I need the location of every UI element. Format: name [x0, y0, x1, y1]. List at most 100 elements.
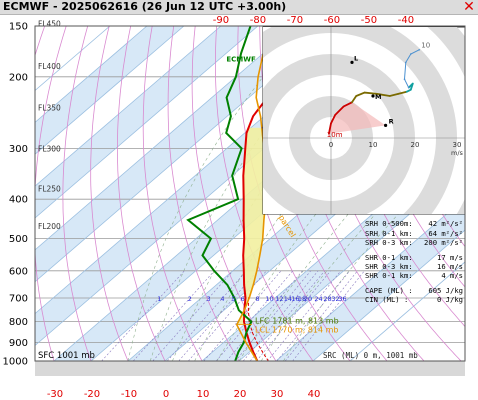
temperature-tick-top: -60: [324, 15, 340, 26]
pressure-tick-label: 300: [9, 144, 28, 155]
index-value: 200 m²/s²: [424, 238, 463, 247]
temperature-tick-bottom: 40: [308, 389, 321, 400]
mixing-ratio-line: [292, 270, 365, 361]
mixing-ratio-label: 12: [275, 295, 283, 303]
index-label: SRH 0-1 km:: [365, 229, 413, 238]
mixing-ratio-label: 10: [265, 295, 273, 303]
series-point: [242, 254, 244, 256]
hodograph-point: [403, 78, 406, 80]
hodograph-point: [389, 95, 391, 97]
series-point: [237, 198, 239, 200]
temperature-tick-top: -80: [250, 15, 266, 26]
series-point: [243, 309, 245, 311]
series-point: [235, 76, 237, 78]
hodograph-point: [410, 88, 412, 91]
hodograph-10m-label: 10m: [327, 131, 343, 139]
series-point: [252, 115, 254, 117]
hodograph-tick-label: 10: [369, 141, 378, 149]
series-point: [259, 254, 261, 256]
mixing-ratio-line: [256, 270, 331, 361]
series-point: [262, 238, 264, 240]
series-point: [238, 309, 240, 311]
pressure-tick-label: 500: [9, 234, 28, 245]
temperature-tick-bottom: 0: [163, 389, 169, 400]
series-point: [248, 321, 250, 323]
hodograph-point: [376, 93, 379, 95]
series-point: [231, 175, 233, 177]
series-point: [243, 341, 245, 343]
index-label: SHR 0-3 km:: [365, 262, 413, 271]
storm-motion-left-marker: [350, 60, 354, 64]
isotherm-line: [35, 26, 296, 251]
pressure-tick-label: 400: [9, 195, 28, 206]
mixing-ratio-label: 3: [207, 295, 211, 303]
series-point: [233, 297, 235, 299]
surface-label: SFC 1001 mb: [38, 351, 95, 361]
series-point: [259, 115, 262, 117]
dry-adiabat: [471, 14, 478, 370]
hodograph-unit: m/s: [451, 149, 464, 157]
flight-level-label: FL250: [38, 184, 61, 193]
plot-frame: [34, 25, 466, 362]
flight-level-label: FL400: [38, 62, 61, 71]
series-point: [261, 351, 264, 353]
flight-level-label: FL450: [38, 20, 61, 29]
dewpoint-series-label: ECMWF: [226, 56, 256, 64]
isotherm-line: [35, 26, 185, 155]
index-value: 605 J/kg: [428, 286, 463, 295]
series-point: [257, 76, 259, 78]
pressure-tick-label: 900: [9, 338, 28, 349]
mixing-ratio-label: 16: [291, 295, 299, 303]
mixing-ratio-line: [167, 270, 247, 361]
lfc-label: LFC 1781 m, 813 mb: [255, 316, 339, 325]
storm-motion-left-label: L: [354, 54, 358, 62]
index-label: SRH 0-3 km:: [365, 238, 413, 247]
hodograph-point: [405, 61, 407, 64]
series-point: [201, 254, 204, 256]
series-point: [245, 331, 247, 333]
mixing-ratio-label: 36: [338, 295, 346, 303]
index-label: SRH 0-500m:: [365, 219, 413, 228]
series-point: [247, 309, 249, 311]
window-title: ECMWF - 2025062616 (26 Jun 12 UTC +3.00h…: [3, 0, 287, 13]
mixing-ratio-line: [152, 270, 234, 361]
series-point: [250, 321, 252, 323]
index-value: 16 m/s: [437, 262, 463, 271]
flight-level-label: FL350: [38, 104, 61, 113]
hodograph-inset: L M R 10m 10 0 10 20 30m/s: [262, 26, 466, 215]
title-bar: ECMWF - 2025062616 (26 Jun 12 UTC +3.00h…: [0, 0, 478, 15]
pressure-tick-label: 150: [9, 22, 28, 33]
dry-adiabat: [142, 26, 203, 361]
series-point: [243, 284, 245, 286]
index-label: CAPE (ML) :: [365, 286, 413, 295]
index-value: 64 m²/s²: [428, 229, 463, 238]
index-value: 4 m/s: [441, 271, 463, 280]
mixing-ratio-line: [235, 270, 312, 361]
series-point: [241, 147, 243, 149]
mixing-ratio-line: [267, 270, 342, 361]
hodograph-rings: [263, 27, 465, 214]
temperature-tick-bottom: -10: [121, 389, 137, 400]
mixing-ratio-label: 24: [314, 295, 322, 303]
index-label: SHR 0-1 km:: [365, 253, 413, 262]
mixing-ratio-label: 1: [157, 295, 161, 303]
mixing-ratio-line: [243, 270, 319, 361]
hodograph-point: [351, 101, 353, 104]
storm-motion-right-marker: [384, 123, 388, 127]
series-point: [230, 115, 232, 117]
series-point: [243, 321, 245, 323]
hodograph-point: [328, 133, 330, 135]
close-icon[interactable]: ✕: [463, 0, 475, 15]
pressure-tick-label: 800: [9, 317, 28, 328]
moist-adiabat: [260, 116, 465, 361]
series-point: [225, 132, 227, 134]
index-value: 42 m²/s²: [428, 219, 463, 228]
hodograph-point: [355, 95, 358, 97]
temperature-tick-bottom: -20: [84, 389, 100, 400]
temperature-tick-bottom: -30: [47, 389, 63, 400]
mixing-ratio-label: 5: [231, 295, 235, 303]
indices-panel: SRH 0-500m: 42 m²/s² SRH 0-1 km: 64 m²/s² SR…: [365, 219, 463, 304]
ground-band: [35, 361, 465, 376]
